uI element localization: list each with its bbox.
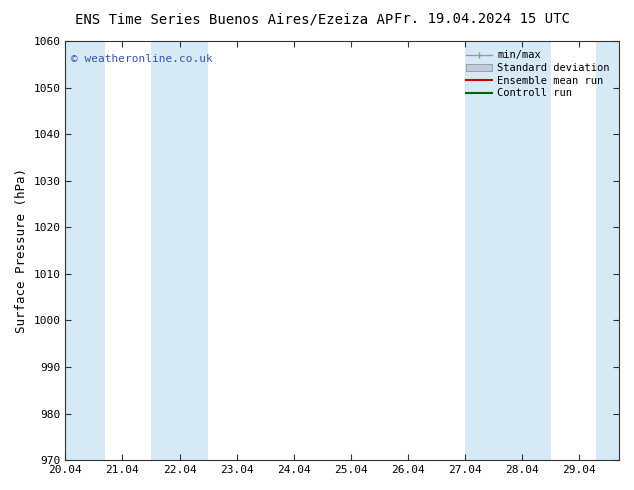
Legend: min/max, Standard deviation, Ensemble mean run, Controll run: min/max, Standard deviation, Ensemble me…	[462, 46, 614, 102]
Bar	[465, 41, 550, 460]
Text: Fr. 19.04.2024 15 UTC: Fr. 19.04.2024 15 UTC	[394, 12, 570, 26]
Y-axis label: Surface Pressure (hPa): Surface Pressure (hPa)	[15, 168, 28, 333]
Bar	[65, 41, 105, 460]
Text: © weatheronline.co.uk: © weatheronline.co.uk	[71, 53, 212, 64]
Text: ENS Time Series Buenos Aires/Ezeiza AP: ENS Time Series Buenos Aires/Ezeiza AP	[75, 12, 394, 26]
Bar	[151, 41, 208, 460]
Bar	[596, 41, 619, 460]
